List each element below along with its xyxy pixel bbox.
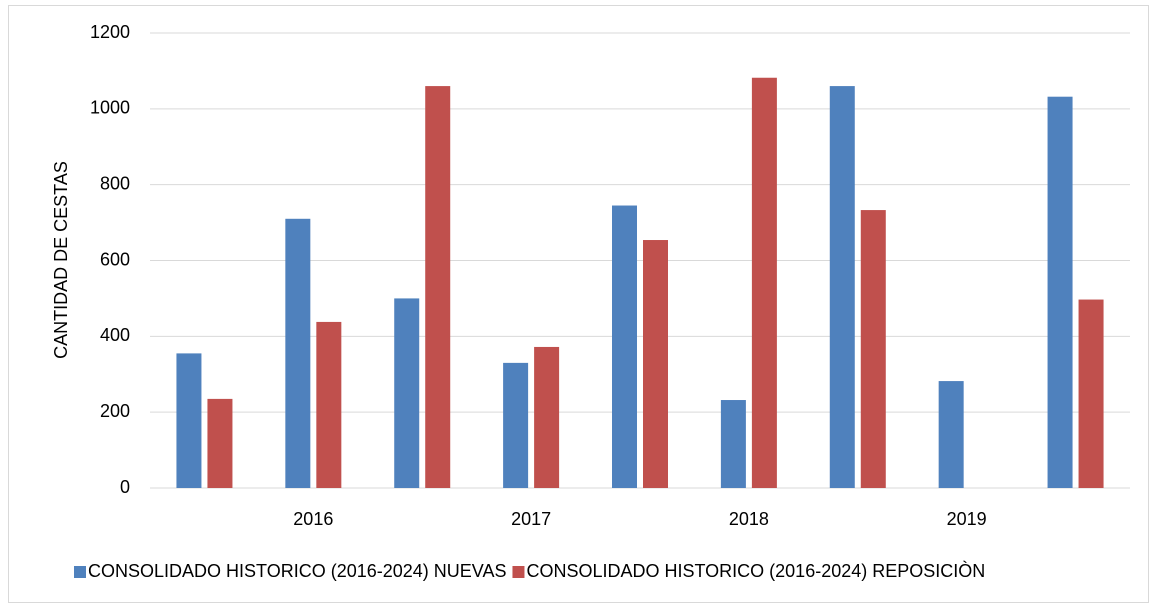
y-tick-label: 1200	[90, 22, 130, 42]
bar	[285, 218, 311, 488]
bar	[503, 362, 529, 488]
bar	[720, 400, 746, 488]
bar	[1078, 299, 1104, 488]
y-tick-label: 1000	[90, 98, 130, 118]
y-tick-label: 400	[100, 325, 130, 345]
x-tick-label: 2016	[293, 509, 333, 529]
x-tick-label: 2018	[729, 509, 769, 529]
bar	[938, 381, 964, 488]
bar	[534, 346, 560, 488]
bar	[207, 398, 233, 488]
bar	[176, 353, 202, 488]
y-tick-label: 200	[100, 401, 130, 421]
legend-swatch	[512, 566, 525, 578]
bar	[829, 86, 855, 488]
x-tick-label: 2019	[947, 509, 987, 529]
x-tick-label: 2017	[511, 509, 551, 529]
legend-label: CONSOLIDADO HISTORICO (2016-2024) NUEVAS	[88, 561, 506, 581]
bar	[394, 298, 420, 488]
bar	[425, 86, 451, 488]
bar	[643, 240, 668, 488]
y-tick-label: 0	[120, 477, 130, 497]
bar	[860, 210, 886, 488]
bar	[751, 77, 777, 488]
bar	[612, 205, 637, 489]
bar	[316, 321, 342, 488]
bar	[1047, 96, 1073, 488]
y-axis-label: CANTIDAD DE CESTAS	[51, 161, 71, 359]
legend-swatch	[74, 566, 86, 578]
legend-label: CONSOLIDADO HISTORICO (2016-2024) REPOSI…	[526, 560, 985, 581]
y-tick-label: 800	[100, 173, 130, 193]
chart-border	[8, 5, 1149, 603]
y-tick-label: 600	[100, 249, 130, 269]
